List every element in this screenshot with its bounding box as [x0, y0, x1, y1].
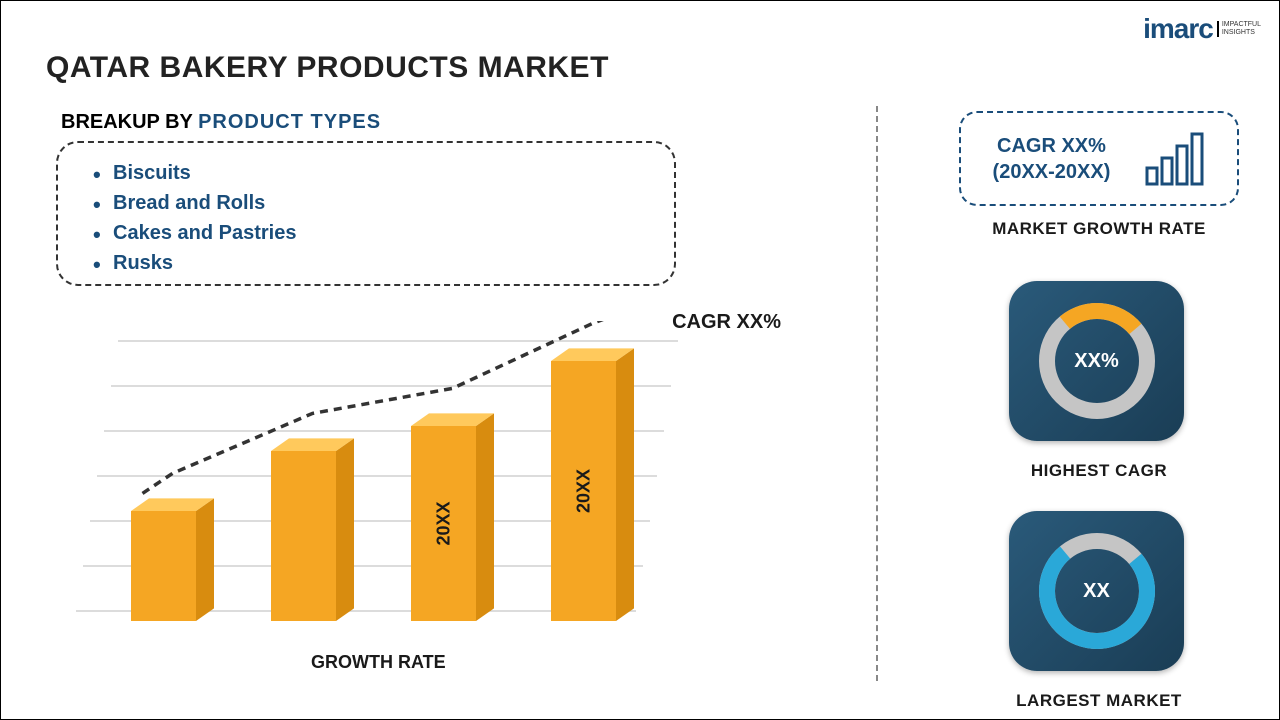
- list-item: Bread and Rolls: [88, 188, 644, 218]
- subtitle-highlight: PRODUCT TYPES: [198, 111, 381, 133]
- logo-tagline: IMPACTFULINSIGHTS: [1217, 21, 1261, 36]
- subtitle: BREAKUP BY PRODUCT TYPES: [61, 111, 381, 134]
- bar-growth-icon: [1143, 130, 1205, 188]
- subtitle-prefix: BREAKUP BY: [61, 111, 198, 133]
- list-item: Rusks: [88, 248, 644, 278]
- page-title: QATAR BAKERY PRODUCTS MARKET: [46, 51, 609, 85]
- brand-logo: imarc IMPACTFULINSIGHTS: [1143, 13, 1261, 45]
- vertical-divider: [876, 106, 878, 681]
- market-growth-label: MARKET GROWTH RATE: [959, 219, 1239, 239]
- cagr-text: CAGR XX%(20XX-20XX): [993, 133, 1111, 185]
- list-item: Cakes and Pastries: [88, 218, 644, 248]
- donut-value-2: XX: [1083, 580, 1110, 603]
- bar-chart-svg: 20XX 20XX: [61, 321, 781, 661]
- product-list: Biscuits Bread and Rolls Cakes and Pastr…: [88, 158, 644, 278]
- logo-text: imarc: [1143, 13, 1213, 45]
- x-axis-label: GROWTH RATE: [311, 652, 446, 673]
- product-types-box: Biscuits Bread and Rolls Cakes and Pastr…: [56, 141, 676, 286]
- largest-market-card: XX: [1009, 511, 1184, 671]
- list-item: Biscuits: [88, 158, 644, 188]
- donut-value-1: XX%: [1074, 350, 1118, 373]
- highest-cagr-label: HIGHEST CAGR: [959, 461, 1239, 481]
- svg-text:20XX: 20XX: [574, 469, 594, 513]
- cagr-info-box: CAGR XX%(20XX-20XX): [959, 111, 1239, 206]
- largest-market-label: LARGEST MARKET: [959, 691, 1239, 711]
- highest-cagr-card: XX%: [1009, 281, 1184, 441]
- growth-chart: CAGR XX% 20XX20XX GROWTH RATE: [61, 321, 781, 681]
- svg-text:20XX: 20XX: [434, 501, 454, 545]
